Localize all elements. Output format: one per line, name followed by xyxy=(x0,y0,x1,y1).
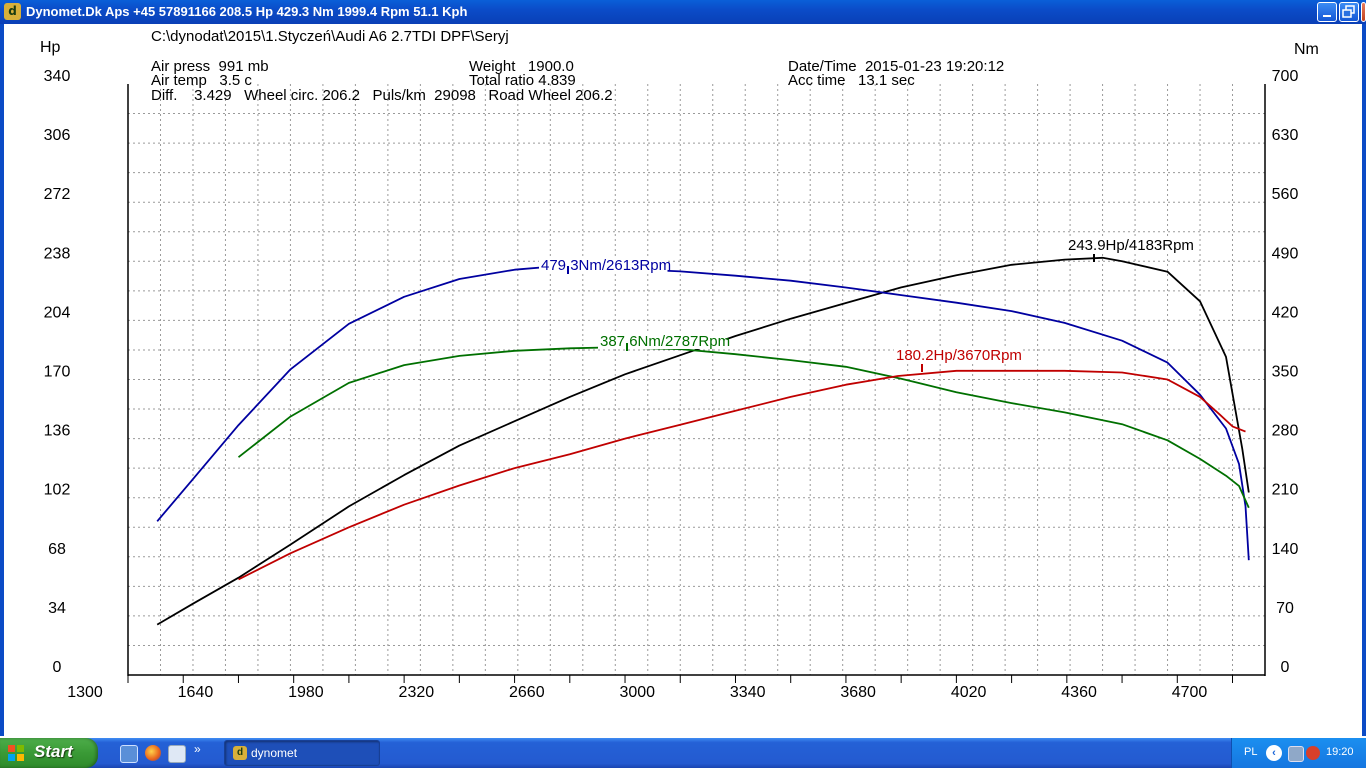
title-bar[interactable]: d Dynomet.Dk Aps +45 57891166 208.5 Hp 4… xyxy=(0,0,1366,24)
air-press: Air press 991 mb xyxy=(151,58,269,75)
weight: Weight 1900.0 xyxy=(469,58,574,75)
close-button[interactable] xyxy=(1361,2,1366,22)
clock: 19:20 xyxy=(1326,746,1354,758)
y-tick-label-left: 204 xyxy=(44,304,71,321)
peak-label-power-2: 180.2Hp/3670Rpm xyxy=(896,347,1022,364)
date-time: Date/Time 2015-01-23 19:20:12 xyxy=(788,58,1005,75)
maximize-button[interactable] xyxy=(1339,2,1359,22)
language-indicator[interactable]: PL xyxy=(1244,746,1258,758)
tray-expand-icon[interactable]: ‹ xyxy=(1266,745,1282,761)
y-tick-label-right: 70 xyxy=(1276,600,1294,617)
y-tick-label-left: 340 xyxy=(44,68,71,85)
power-curve-2 xyxy=(238,369,1246,581)
peak-label-bg xyxy=(1066,236,1195,253)
x-tick-label: 1980 xyxy=(288,684,324,701)
network-icon[interactable] xyxy=(1288,746,1304,762)
taskbar-item-label: dynomet xyxy=(251,746,298,760)
torque-curve xyxy=(156,265,1250,561)
y-axis-label-left: Hp xyxy=(40,39,61,56)
security-icon[interactable] xyxy=(1306,746,1320,760)
minimize-button[interactable] xyxy=(1317,2,1337,22)
acc-time: Acc time 13.1 sec xyxy=(788,72,915,89)
x-tick-label: 3680 xyxy=(840,684,876,701)
peak-label-bg xyxy=(894,346,1023,363)
power-curve xyxy=(156,256,1250,626)
x-tick-label: 3340 xyxy=(730,684,766,701)
y-tick-label-right: 490 xyxy=(1272,245,1299,262)
start-label: Start xyxy=(34,742,73,761)
taskbar: Start » d dynomet PL ‹ 19:20 xyxy=(0,738,1366,768)
y-tick-label-right: 210 xyxy=(1272,482,1299,499)
show-desktop-icon[interactable] xyxy=(120,745,138,763)
window-frame-left xyxy=(0,24,9,736)
window-title: Dynomet.Dk Aps +45 57891166 208.5 Hp 429… xyxy=(26,4,468,19)
chart-grid xyxy=(128,84,1265,675)
chart-series xyxy=(156,256,1250,626)
y-tick-label-left: 102 xyxy=(44,482,71,499)
windows-flag-icon xyxy=(8,745,24,761)
y-tick-label-right: 560 xyxy=(1272,186,1299,203)
peak-label-bg xyxy=(539,256,668,273)
y-tick-label-right: 630 xyxy=(1272,127,1299,144)
file-path: C:\dynodat\2015\1.Styczeń\Audi A6 2.7TDI… xyxy=(151,28,509,45)
system-tray: PL ‹ 19:20 xyxy=(1231,738,1366,768)
x-tick-label: 4700 xyxy=(1172,684,1208,701)
y-tick-label-left: 0 xyxy=(53,659,62,676)
air-temp: Air temp 3.5 c xyxy=(151,72,252,89)
peak-label-power: 243.9Hp/4183Rpm xyxy=(1068,237,1194,254)
peak-label-torque: 479.3Nm/2613Rpm xyxy=(541,257,671,274)
x-tick-label: 3000 xyxy=(619,684,655,701)
x-tick-label: 1640 xyxy=(178,684,214,701)
y-tick-label-right: 0 xyxy=(1281,659,1290,676)
y-tick-label-right: 280 xyxy=(1272,423,1299,440)
peak-label-bg xyxy=(598,332,727,349)
y-tick-label-right: 700 xyxy=(1272,68,1299,85)
dynomet-app-icon[interactable]: d xyxy=(4,3,21,20)
torque-curve-2 xyxy=(237,346,1250,509)
window-frame-right xyxy=(1362,24,1366,736)
y-tick-label-left: 136 xyxy=(44,423,71,440)
x-tick-label: 4020 xyxy=(951,684,987,701)
y-tick-label-left: 68 xyxy=(48,541,66,558)
chart-axes: 1300 1640 1980 2320 2660 3000 3340 3680 4020 4360… xyxy=(40,39,1319,701)
restore-icon xyxy=(1342,5,1355,18)
x-tick-label: 2320 xyxy=(399,684,435,701)
quicklaunch-more-icon[interactable]: » xyxy=(194,742,201,756)
firefox-icon[interactable] xyxy=(145,745,161,761)
y-tick-label-right: 140 xyxy=(1272,541,1299,558)
y-tick-label-left: 306 xyxy=(44,127,71,144)
y-tick-label-right: 420 xyxy=(1272,304,1299,321)
y-axis-label-right: Nm xyxy=(1294,41,1319,58)
taskbar-item-dynomet[interactable]: d dynomet xyxy=(224,740,380,766)
y-tick-label-left: 238 xyxy=(44,245,71,262)
notepad-icon[interactable] xyxy=(168,745,186,763)
y-tick-label-left: 170 xyxy=(44,364,71,381)
peak-label-torque-2: 387.6Nm/2787Rpm xyxy=(600,333,730,350)
x-tick-label: 2660 xyxy=(509,684,545,701)
diff-info: Diff. 3.429 Wheel circ. 206.2 Puls/km 29… xyxy=(151,87,613,104)
y-tick-label-left: 34 xyxy=(48,600,66,617)
y-tick-label-right: 350 xyxy=(1272,364,1299,381)
dynomet-task-icon: d xyxy=(233,746,247,760)
y-tick-label-left: 272 xyxy=(44,186,71,203)
total-ratio: Total ratio 4.839 xyxy=(469,72,576,89)
chart-labels: 243.9Hp/4183Rpm 479.3Nm/2613Rpm 387.6Nm/27… xyxy=(539,236,1195,372)
minimize-icon xyxy=(1323,15,1331,17)
x-tick-label: 4360 xyxy=(1061,684,1097,701)
start-button[interactable]: Start xyxy=(0,738,98,768)
x-tick-label: 1300 xyxy=(67,684,103,701)
